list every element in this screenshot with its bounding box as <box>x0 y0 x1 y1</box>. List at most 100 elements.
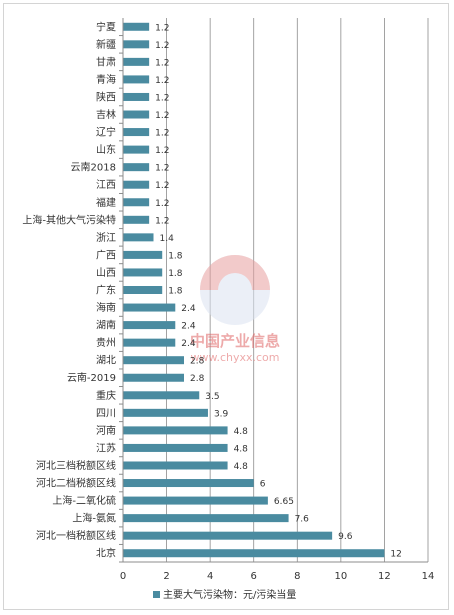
x-tick-label: 4 <box>207 571 213 582</box>
category-label: 上海-其他大气污染特 <box>22 213 116 226</box>
legend-label: 主要大气污染物：元/污染当量 <box>163 588 296 601</box>
bar <box>123 198 150 207</box>
bar <box>123 514 289 523</box>
bar <box>123 57 150 66</box>
category-label: 山西 <box>96 267 116 279</box>
data-label: 2.8 <box>190 357 205 367</box>
category-label: 河南 <box>96 424 116 437</box>
bar <box>123 110 150 119</box>
bar <box>123 443 228 452</box>
data-label: 1.2 <box>155 58 169 68</box>
category-label: 湖北 <box>96 355 116 367</box>
data-label: 1.2 <box>155 111 169 121</box>
category-label: 江西 <box>96 179 116 191</box>
data-label: 3.9 <box>214 409 229 419</box>
bar <box>123 321 176 330</box>
bar <box>123 145 150 154</box>
data-label: 1.2 <box>155 129 169 139</box>
category-label: 海南 <box>96 301 116 314</box>
bar <box>123 233 154 242</box>
bar <box>123 356 184 365</box>
data-label: 1.2 <box>155 181 169 191</box>
category-label: 宁夏 <box>96 20 116 33</box>
category-label: 四川 <box>96 408 116 419</box>
bar <box>123 163 150 172</box>
chart-frame: 中国产业信息 www.chyxx.com 宁夏 新疆 甘肃 青海 陕西 吉林 辽宁 山东 云南2… <box>3 3 449 610</box>
bar <box>123 461 228 470</box>
x-tick-label: 0 <box>120 571 126 582</box>
category-label: 福建 <box>96 196 116 209</box>
bar <box>123 22 150 31</box>
data-label: 1.2 <box>155 146 169 156</box>
x-tick-label: 8 <box>294 571 300 582</box>
category-label: 河北三档税额区线 <box>36 459 116 472</box>
category-label: 吉林 <box>96 108 116 121</box>
bar <box>123 479 254 488</box>
category-label: 浙江 <box>96 232 116 244</box>
data-label: 1.2 <box>155 93 169 103</box>
data-label: 1.8 <box>168 251 183 261</box>
bar <box>123 180 150 189</box>
bar-series <box>123 22 385 558</box>
bar <box>123 250 163 259</box>
data-label: 6.65 <box>274 497 294 507</box>
data-label: 1.2 <box>155 199 169 209</box>
legend: 主要大气污染物：元/污染当量 <box>153 588 296 601</box>
bar <box>123 92 150 101</box>
watermark-url: www.chyxx.com <box>190 351 279 364</box>
bar <box>123 286 163 294</box>
watermark-name: 中国产业信息 <box>190 332 280 350</box>
data-labels: 1.2 1.2 1.2 1.2 1.2 1.2 1.2 1.2 1.2 1.2 1.2 1.2 1.4 1… <box>155 23 402 559</box>
data-label: 7.6 <box>295 515 310 525</box>
data-label: 2.4 <box>181 322 196 332</box>
x-tick-label: 10 <box>334 571 347 582</box>
data-label: 1.8 <box>168 287 183 297</box>
data-label: 1.2 <box>155 164 169 174</box>
data-label: 1.8 <box>168 269 183 279</box>
category-label: 湖南 <box>96 319 116 332</box>
category-label: 上海-氨氮 <box>72 512 116 525</box>
category-label: 北京 <box>96 547 116 560</box>
bar <box>123 128 150 137</box>
data-label: 3.5 <box>205 392 219 402</box>
category-label: 云南-2019 <box>67 371 116 384</box>
watermark-logo-arc <box>200 255 270 290</box>
data-label: 4.8 <box>234 427 249 437</box>
x-tick-label: 6 <box>251 571 257 582</box>
data-label: 1.2 <box>155 216 169 226</box>
category-label: 河北一档税额区线 <box>36 529 116 542</box>
data-label: 6 <box>260 480 266 490</box>
data-label: 2.4 <box>181 304 196 314</box>
bar <box>123 496 268 505</box>
data-label: 12 <box>390 550 401 560</box>
category-label: 甘肃 <box>96 55 116 68</box>
category-label: 新疆 <box>96 38 116 51</box>
category-label: 贵州 <box>96 336 116 349</box>
bar <box>123 426 228 435</box>
bar <box>123 531 333 540</box>
category-label: 重庆 <box>96 389 116 402</box>
data-label: 1.2 <box>155 41 169 51</box>
data-label: 9.6 <box>338 532 353 542</box>
data-label: 1.4 <box>160 234 175 244</box>
watermark: 中国产业信息 www.chyxx.com <box>190 255 280 364</box>
bar <box>123 408 208 417</box>
bar <box>123 268 163 277</box>
bar-chart: 中国产业信息 www.chyxx.com 宁夏新疆甘肃青海陕西吉林辽宁山东云南2… <box>22 18 435 601</box>
category-label: 青海 <box>96 73 116 86</box>
category-label: 辽宁 <box>96 126 116 139</box>
data-label: 4.8 <box>234 444 249 454</box>
category-label: 河北二档税额区线 <box>36 477 116 490</box>
category-label: 上海-二氧化硫 <box>52 494 116 507</box>
x-tick-label: 14 <box>422 571 435 582</box>
data-label: 1.2 <box>155 23 169 33</box>
data-label: 2.8 <box>190 374 205 384</box>
legend-swatch <box>153 591 160 598</box>
category-label: 云南2018 <box>71 161 116 174</box>
category-label: 广西 <box>96 249 116 261</box>
category-label: 江苏 <box>96 441 116 454</box>
bar <box>123 303 176 312</box>
x-tick-label: 2 <box>163 571 169 582</box>
category-label: 山东 <box>96 143 116 156</box>
